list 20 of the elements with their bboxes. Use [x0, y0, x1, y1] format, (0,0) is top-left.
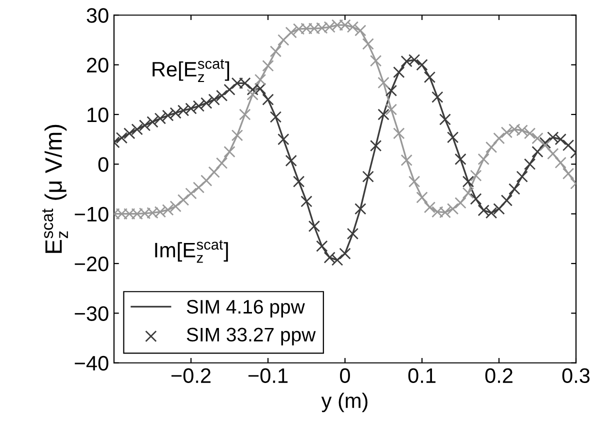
- x-tick-label: 0.3: [562, 368, 590, 384]
- x-tick-label: 0.1: [408, 368, 436, 384]
- legend-label: SIM 33.27 ppw: [186, 328, 316, 346]
- y-tick-label: −10: [74, 206, 108, 222]
- y-tick-label: −40: [74, 356, 108, 371]
- y-tick-label: −30: [74, 306, 108, 321]
- x-axis-title: y (m): [321, 392, 368, 412]
- x-tick-label: −0.2: [171, 368, 211, 384]
- x-tick-label: 0.2: [485, 368, 512, 384]
- x-tick-label: 0: [340, 368, 350, 384]
- text: Im[E$^{scat}$$_{z}$]: [155, 240, 228, 263]
- y-tick-label: −20: [74, 256, 108, 272]
- y-tick-label: 20: [87, 58, 108, 73]
- text: Re[E$^{scat}$$_{z}$]: [152, 59, 230, 82]
- y-tick-label: 30: [86, 8, 108, 23]
- y-tick-label: 0: [98, 157, 108, 172]
- y-tick-label: 10: [88, 107, 108, 122]
- x-tick-label: −0.1: [248, 368, 288, 384]
- text: E$^{scat}$$_{z}$ (μ V/m): [42, 124, 68, 253]
- legend-label: SIM 4.16 ppw: [186, 300, 305, 318]
